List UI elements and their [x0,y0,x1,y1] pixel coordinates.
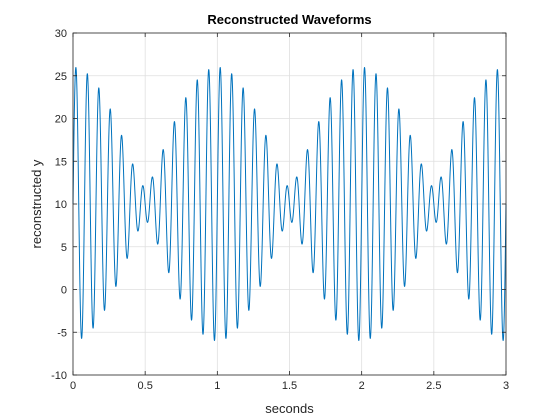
x-tick-label: 2 [359,380,365,392]
y-tick-label: -5 [57,327,67,339]
x-axis-label: seconds [265,401,314,416]
x-tick-label: 3 [503,380,509,392]
x-tick-label: 1.5 [282,380,297,392]
chart-title: Reconstructed Waveforms [207,12,371,27]
y-tick-label: 10 [55,199,67,211]
y-axis-label: reconstructed y [29,159,44,248]
y-tick-label: 25 [55,71,67,83]
y-tick-label: 5 [61,242,67,254]
ticks: 0 0.5 1 1.5 2 2.5 3 -10 -5 0 5 10 15 20 25 30 [51,28,509,392]
x-tick-label: 1 [214,380,220,392]
y-tick-label: -10 [51,370,67,382]
waveform-series-line [72,66,507,342]
y-tick-label: 30 [55,28,67,40]
series-layer [72,66,507,342]
y-tick-label: 15 [55,156,67,168]
x-tick-label: 2.5 [426,380,441,392]
x-tick-label: 0 [70,380,76,392]
y-tick-label: 0 [61,285,67,297]
y-tick-label: 20 [55,114,67,126]
x-tick-label: 0.5 [138,380,153,392]
